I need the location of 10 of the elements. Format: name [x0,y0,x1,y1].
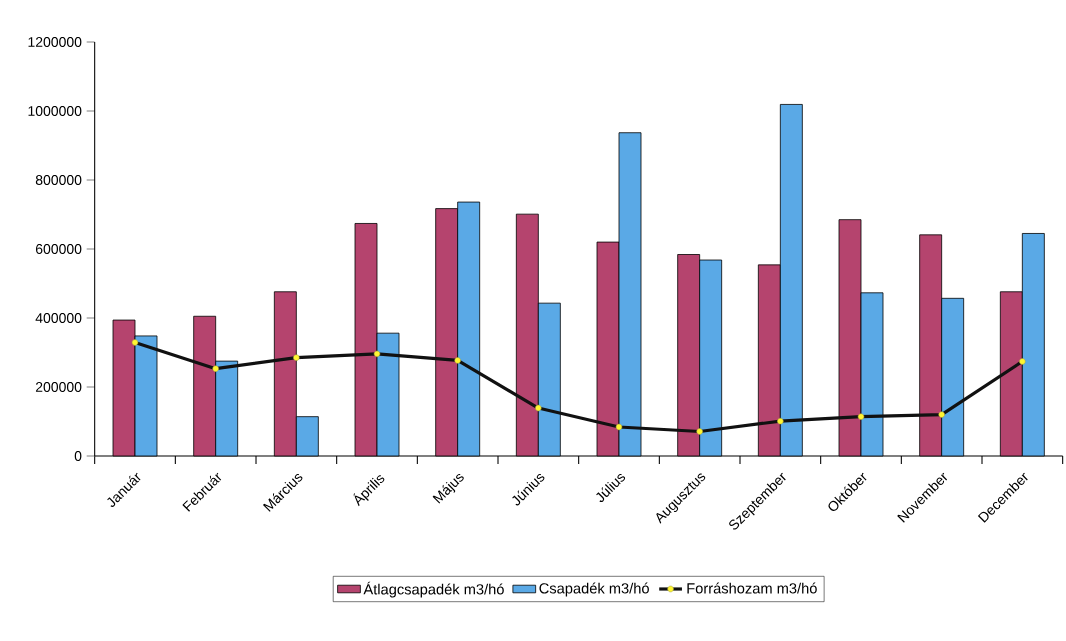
y-tick-label: 400000 [35,313,82,323]
legend-label: Átlagcsapadék m3/hó [363,581,504,598]
legend-label: Forráshozam m3/hó [687,582,817,594]
legend-label: Csapadék m3/hó [539,582,649,597]
y-tick-label: 0 [74,451,82,461]
y-tick-label: 600000 [35,244,82,254]
y-tick-label: 1200000 [28,37,82,47]
y-tick-label: 1000000 [28,106,82,116]
y-tick-label: 800000 [35,175,82,185]
y-tick-label: 200000 [35,382,82,392]
